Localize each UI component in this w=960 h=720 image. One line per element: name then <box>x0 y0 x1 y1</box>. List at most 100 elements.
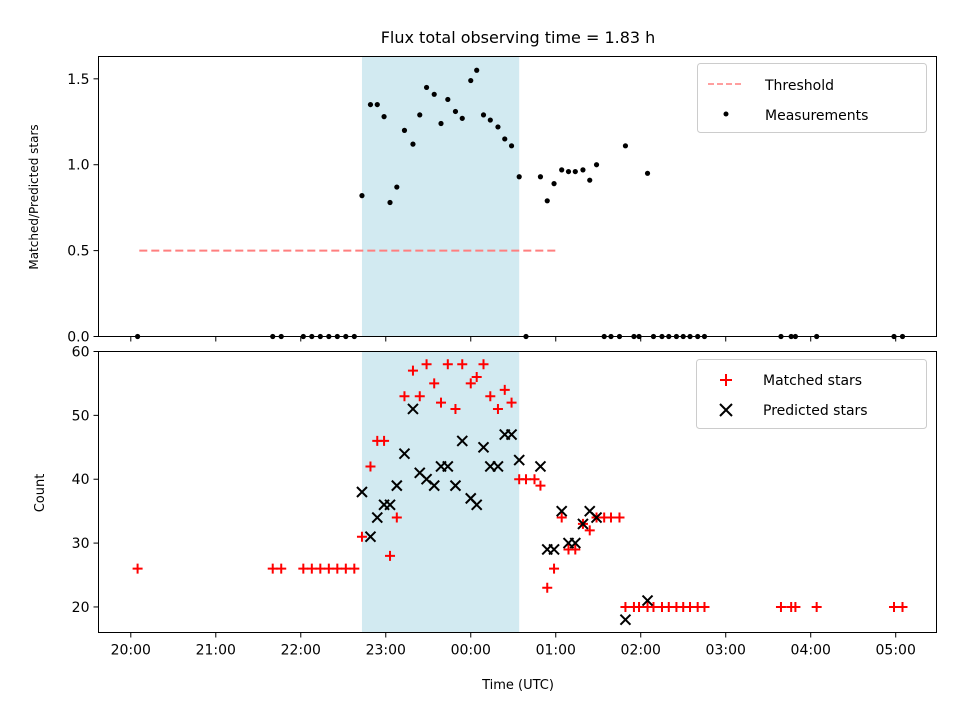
matched-star-point <box>485 391 496 402</box>
matched-star-point <box>365 461 376 472</box>
matched-star-point <box>421 359 432 370</box>
matched-star-point <box>570 544 581 555</box>
bottom-y-tick-label: 30 <box>72 536 90 552</box>
matched-star-point <box>520 474 531 485</box>
measurement-point <box>381 114 387 120</box>
measurement-point <box>423 84 430 91</box>
legend-matched-swatch <box>720 374 732 386</box>
measurement-point <box>622 143 629 149</box>
predicted-star-point <box>442 460 454 473</box>
matched-star-point <box>323 563 334 574</box>
top-panel: 0.0 0.5 1.0 1.5 Flux total observing time =… <box>27 28 937 346</box>
matched-star-point <box>306 563 317 574</box>
matched-star-point <box>471 372 482 383</box>
matched-star-point <box>436 397 447 408</box>
predicted-star-point <box>364 530 377 543</box>
x-tick-label: 01:00 <box>536 643 576 659</box>
predicted-star-point <box>407 403 419 415</box>
measurement-point <box>495 124 501 130</box>
matched-star-point <box>132 563 143 574</box>
predicted-star-point <box>391 479 403 492</box>
observing-window-shade <box>361 56 520 337</box>
legend-matched-label: Matched stars <box>763 373 862 389</box>
measurement-point <box>508 143 515 149</box>
matched-star-point <box>790 601 801 612</box>
bottom-y-axis-label: Count <box>33 474 48 513</box>
top-y-tick-label: 0.0 <box>67 330 89 346</box>
matched-star-point <box>542 582 553 593</box>
bottom-legend-frame <box>696 359 927 429</box>
matched-star-point <box>506 397 517 408</box>
matched-star-point <box>399 391 410 402</box>
measurement-point <box>565 168 572 175</box>
predicted-star-point <box>470 499 483 511</box>
matched-star-point <box>315 563 326 574</box>
predicted-star-point <box>398 447 411 460</box>
predicted-star-point <box>569 537 582 549</box>
measurement-point <box>445 96 451 103</box>
bottom-y-tick-label: 40 <box>72 472 90 488</box>
bottom-axes-frame <box>98 351 937 633</box>
x-tick-label: 00:00 <box>451 643 491 659</box>
measurement-point <box>587 177 593 183</box>
matched-star-point <box>478 359 489 370</box>
top-legend-frame <box>697 63 927 133</box>
predicted-star-point <box>555 505 568 517</box>
matched-star-point <box>648 601 659 612</box>
measurement-point <box>593 162 600 168</box>
chart-title: Flux total observing time = 1.83 h <box>381 28 656 47</box>
top-y-tick-label: 0.5 <box>67 244 89 260</box>
measurement-point <box>410 141 416 147</box>
predicted-star-point <box>449 479 462 492</box>
measurement-point <box>644 170 651 176</box>
predicted-star-point <box>619 614 632 626</box>
measurement-point <box>516 174 522 180</box>
matched-star-point <box>897 601 908 612</box>
predicted-star-point <box>428 479 440 492</box>
predicted-star-point <box>384 499 396 511</box>
x-tick-label: 04:00 <box>791 643 831 659</box>
matched-star-point <box>457 359 468 370</box>
matched-star-point <box>699 601 710 612</box>
bottom-y-tick-label: 20 <box>72 600 90 616</box>
measurement-point <box>374 101 380 108</box>
predicted-star-point <box>456 435 468 447</box>
matched-star-point <box>584 525 595 536</box>
legend-measurements-swatch <box>723 111 729 117</box>
bottom-y-tick-label: 50 <box>72 408 90 424</box>
x-tick-label: 21:00 <box>196 643 236 659</box>
predicted-star-point <box>371 511 383 524</box>
x-axis-label: Time (UTC) <box>481 678 554 693</box>
measurement-point <box>438 120 444 127</box>
x-tick-label: 22:00 <box>281 643 321 659</box>
x-tick-label: 05:00 <box>876 643 916 659</box>
predicted-star-point <box>513 454 525 466</box>
legend-predicted-swatch <box>719 403 733 417</box>
matched-star-point <box>450 403 461 414</box>
matched-star-point <box>889 601 900 612</box>
matched-star-point <box>442 359 453 370</box>
measurement-point <box>580 167 586 173</box>
matched-star-point <box>556 512 567 523</box>
predicted-star-point <box>590 511 603 524</box>
matched-star-point <box>499 384 510 395</box>
measurement-point <box>452 108 459 115</box>
top-y-tick-label: 1.5 <box>67 72 89 88</box>
matched-star-point <box>465 378 476 389</box>
matched-star-point <box>267 563 278 574</box>
measurement-point <box>487 117 493 123</box>
predicted-star-point <box>577 518 589 530</box>
predicted-star-point <box>548 543 560 556</box>
predicted-star-point <box>356 486 368 498</box>
measurement-point <box>551 181 557 187</box>
measurement-point <box>474 67 480 73</box>
measurement-point <box>387 199 393 206</box>
top-y-axis-label: Matched/Predicted stars <box>27 124 41 269</box>
bottom-y-tick-label: 60 <box>72 345 90 361</box>
matched-star-point <box>298 563 309 574</box>
measurement-point <box>459 115 465 121</box>
measurement-point <box>401 127 408 133</box>
matched-star-point <box>385 550 396 561</box>
predicted-star-point <box>534 460 547 473</box>
